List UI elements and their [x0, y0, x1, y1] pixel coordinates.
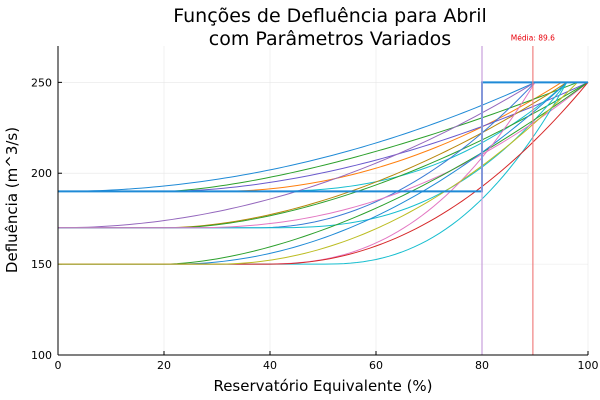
x-tick-label: 40	[263, 359, 277, 372]
series-line-1	[57, 81, 588, 192]
y-tick-label: 250	[31, 76, 52, 89]
x-tick-label: 0	[55, 359, 62, 372]
series-lines	[57, 81, 589, 265]
series-line-10	[58, 81, 588, 229]
series-line-11	[58, 81, 589, 229]
mean-annotation: Média: 89.6	[511, 34, 555, 43]
y-tick-label: 100	[31, 349, 52, 362]
series-line-9	[58, 81, 588, 229]
x-tick-label: 60	[369, 359, 383, 372]
series-line-7	[58, 81, 588, 229]
x-axis-label: Reservatório Equivalente (%)	[213, 377, 432, 395]
series-line-17	[58, 81, 588, 265]
x-tick-label: 80	[475, 359, 489, 372]
y-tick-label: 150	[31, 258, 52, 271]
series-line-6	[57, 81, 588, 229]
x-tick-label: 20	[157, 359, 171, 372]
chart-title-line-2: com Parâmetros Variados	[209, 28, 451, 50]
axis-ticks: 0 20 40 60 80 100 100 150 200 250	[31, 76, 599, 372]
y-tick-label: 200	[31, 167, 52, 180]
plot-frame	[57, 46, 588, 356]
vertical-lines	[481, 46, 534, 355]
series-line-8	[58, 81, 589, 229]
x-tick-label: 100	[578, 359, 599, 372]
y-axis-label: Defluência (m^3/s)	[3, 127, 21, 273]
chart-title-line-1: Funções de Defluência para Abril	[173, 5, 487, 27]
